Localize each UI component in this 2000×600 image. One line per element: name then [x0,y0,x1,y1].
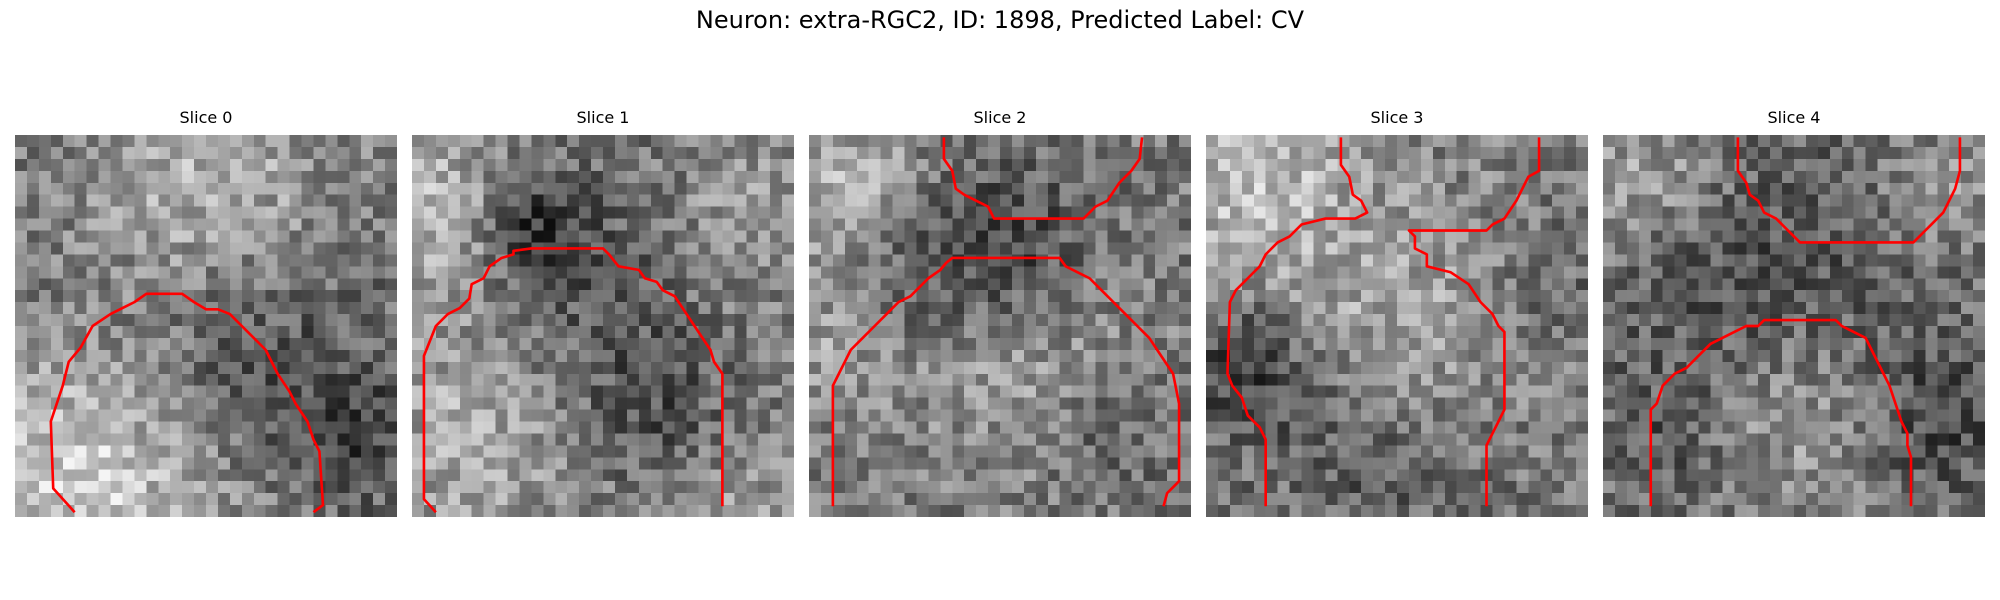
figure-title: Neuron: extra-RGC2, ID: 1898, Predicted … [695,6,1305,34]
slice-title-3: Slice 3 [1370,108,1424,127]
segmentation-contour-3a [1226,137,1369,507]
segmentation-contour-0 [49,292,325,514]
segmentation-contour-2b [831,256,1181,507]
slice-panel-3: Slice 3 [1206,108,1588,517]
slice-panel-0: Slice 0 [15,108,397,517]
slice-title-0: Slice 0 [179,108,233,127]
microscopy-image-4 [1603,135,1985,517]
slice-title-4: Slice 4 [1767,108,1821,127]
microscopy-image-3 [1206,135,1588,517]
slice-title-2: Slice 2 [973,108,1027,127]
segmentation-contour-2 [942,137,1144,220]
segmentation-contour-3b [1407,137,1541,507]
slice-panel-2: Slice 2 [809,108,1191,517]
microscopy-image-2 [809,135,1191,517]
slice-title-1: Slice 1 [576,108,630,127]
segmentation-contour-4a [1736,137,1962,244]
segmentation-contour-1 [422,247,724,514]
microscopy-image-0 [15,135,397,517]
segmentation-contour-4b [1649,318,1913,507]
slice-panel-4: Slice 4 [1603,108,1985,517]
slice-panel-1: Slice 1 [412,108,794,517]
microscopy-image-1 [412,135,794,517]
